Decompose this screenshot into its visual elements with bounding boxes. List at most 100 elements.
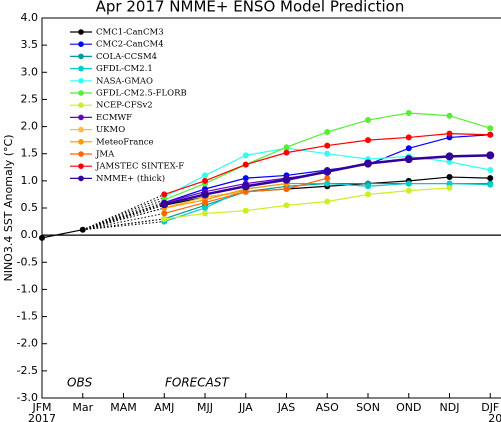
forecast-connector bbox=[82, 204, 165, 231]
y-tick-label: 2.5 bbox=[21, 92, 39, 105]
data-point bbox=[487, 125, 494, 132]
data-point bbox=[79, 226, 86, 233]
data-point bbox=[323, 167, 332, 176]
x-tick-label: ASO bbox=[316, 401, 340, 414]
data-point bbox=[365, 183, 371, 190]
forecast-connector bbox=[82, 218, 165, 231]
data-point bbox=[365, 117, 371, 124]
data-point bbox=[405, 134, 412, 141]
data-point bbox=[446, 180, 453, 187]
data-point bbox=[161, 215, 168, 222]
data-point bbox=[202, 210, 208, 217]
x-tick-label: Mar bbox=[72, 401, 93, 414]
y-tick-label: -1.5 bbox=[17, 310, 38, 323]
legend-dot bbox=[78, 78, 84, 84]
data-point bbox=[405, 110, 412, 116]
legend-label: NASA-GMAO bbox=[96, 76, 153, 86]
year-label: 2017 bbox=[28, 412, 56, 422]
data-point bbox=[324, 150, 331, 157]
data-point bbox=[487, 175, 494, 182]
data-point bbox=[404, 155, 413, 164]
data-point bbox=[202, 177, 208, 184]
data-point bbox=[486, 151, 495, 160]
legend-label: CMC1-CanCM3 bbox=[96, 28, 164, 38]
x-tick-label: OND bbox=[396, 401, 421, 414]
data-point bbox=[324, 198, 331, 205]
y-tick-label: 2.0 bbox=[21, 120, 39, 133]
data-point bbox=[324, 129, 331, 135]
data-point bbox=[365, 137, 371, 144]
x-tick-label: SON bbox=[356, 401, 380, 414]
data-point bbox=[202, 205, 208, 211]
legend-label: GFDL-CM2.1 bbox=[96, 64, 153, 74]
x-tick-label: JAS bbox=[277, 401, 296, 414]
y-tick-label: -1.0 bbox=[17, 282, 38, 295]
data-point bbox=[242, 207, 249, 214]
data-point bbox=[39, 234, 45, 241]
data-point bbox=[201, 190, 209, 199]
data-point bbox=[283, 186, 290, 192]
legend-label: UKMO bbox=[96, 125, 125, 135]
legend-dot bbox=[78, 65, 84, 72]
data-point bbox=[242, 152, 249, 159]
x-tick-label: NDJ bbox=[440, 401, 460, 414]
data-point bbox=[405, 187, 412, 194]
legend-dot bbox=[78, 102, 84, 108]
chart-title: Apr 2017 NMME+ ENSO Model Prediction bbox=[96, 0, 405, 16]
y-tick-label: -3.0 bbox=[17, 391, 38, 404]
legend-dot bbox=[78, 114, 84, 121]
forecast-connector bbox=[82, 207, 165, 231]
data-point bbox=[283, 149, 290, 156]
legend-label: NCEP-CFSv2 bbox=[96, 101, 153, 111]
legend-label: MeteoFrance bbox=[96, 137, 154, 147]
x-tick-label: MAM bbox=[110, 401, 137, 414]
legend-dot bbox=[78, 151, 84, 157]
forecast-connector bbox=[82, 193, 165, 231]
legend-dot bbox=[78, 163, 84, 169]
series-line bbox=[164, 182, 287, 209]
y-tick-label: 0.0 bbox=[21, 228, 39, 241]
data-point bbox=[487, 131, 494, 138]
annotation: FORECAST bbox=[165, 376, 230, 390]
legend-dot bbox=[78, 53, 84, 60]
data-point bbox=[405, 145, 412, 152]
data-point bbox=[445, 152, 454, 161]
data-point bbox=[242, 188, 249, 195]
x-tick-label: DJF bbox=[481, 401, 499, 414]
legend-label: JMA bbox=[95, 150, 115, 160]
data-point bbox=[324, 180, 331, 187]
y-tick-label: 4.0 bbox=[21, 11, 39, 24]
legend-dot bbox=[78, 126, 84, 133]
legend-box bbox=[63, 24, 198, 178]
legend-label: NMME+ (thick) bbox=[96, 173, 165, 184]
y-tick-label: 1.5 bbox=[21, 147, 39, 160]
y-tick-label: -0.5 bbox=[17, 255, 38, 268]
data-point bbox=[446, 112, 453, 119]
legend-label: JAMSTEC SINTEX-F bbox=[95, 162, 184, 172]
x-tick-label: JFM bbox=[31, 401, 51, 414]
series-line bbox=[41, 229, 83, 239]
data-point bbox=[324, 142, 331, 149]
forecast-connector bbox=[82, 203, 165, 231]
legend-dot bbox=[78, 29, 84, 35]
forecast-connector bbox=[82, 221, 165, 231]
data-point bbox=[202, 199, 208, 206]
year-label: 2018 bbox=[488, 412, 501, 422]
data-point bbox=[405, 180, 412, 187]
x-tick-label: AMJ bbox=[154, 401, 174, 414]
legend: CMC1-CanCM3 CMC2-CanCM4 COLA-CCSM4 GFDL-CM2… bbox=[63, 24, 198, 184]
data-point bbox=[365, 191, 371, 198]
legend-dot bbox=[78, 139, 84, 145]
legend-label: CMC2-CanCM4 bbox=[96, 40, 164, 50]
data-point bbox=[446, 158, 453, 165]
y-tick-label: -2.5 bbox=[17, 364, 38, 377]
data-point bbox=[242, 161, 249, 168]
legend-label: GFDL-CM2.5-FLORB bbox=[96, 89, 187, 99]
data-point bbox=[241, 182, 250, 191]
forecast-connector bbox=[82, 196, 165, 231]
series-line bbox=[164, 187, 450, 220]
data-point bbox=[487, 167, 494, 173]
forecast-connector bbox=[82, 199, 165, 231]
y-tick-label: -2.0 bbox=[17, 337, 38, 350]
